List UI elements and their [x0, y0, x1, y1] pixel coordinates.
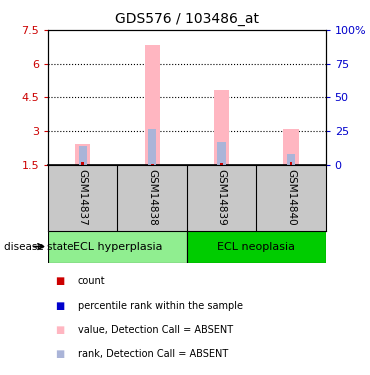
Bar	[75, 144, 90, 165]
Text: ■: ■	[56, 301, 65, 310]
Text: ECL hyperplasia: ECL hyperplasia	[73, 242, 162, 252]
Bar	[145, 45, 160, 165]
Bar	[283, 129, 299, 165]
Text: value, Detection Call = ABSENT: value, Detection Call = ABSENT	[78, 325, 233, 335]
Text: GSM14839: GSM14839	[216, 170, 226, 226]
Bar	[78, 146, 87, 165]
Bar	[81, 162, 84, 165]
Text: count: count	[78, 276, 105, 286]
Text: ■: ■	[56, 276, 65, 286]
Bar	[148, 129, 157, 165]
Text: GSM14838: GSM14838	[147, 170, 157, 226]
Bar	[217, 142, 226, 165]
Text: rank, Detection Call = ABSENT: rank, Detection Call = ABSENT	[78, 350, 228, 359]
Bar	[287, 154, 295, 165]
Text: GSM14840: GSM14840	[286, 170, 296, 226]
Text: ■: ■	[56, 350, 65, 359]
Bar	[220, 163, 223, 165]
Text: GSM14837: GSM14837	[78, 170, 88, 226]
Bar	[151, 164, 154, 165]
Text: ■: ■	[56, 325, 65, 335]
Text: ECL neoplasia: ECL neoplasia	[217, 242, 295, 252]
Bar	[290, 162, 292, 165]
Bar	[48, 231, 187, 262]
Bar	[187, 231, 326, 262]
Title: GDS576 / 103486_at: GDS576 / 103486_at	[115, 12, 259, 26]
Text: disease state: disease state	[4, 242, 73, 252]
Text: percentile rank within the sample: percentile rank within the sample	[78, 301, 243, 310]
Bar	[214, 90, 229, 165]
